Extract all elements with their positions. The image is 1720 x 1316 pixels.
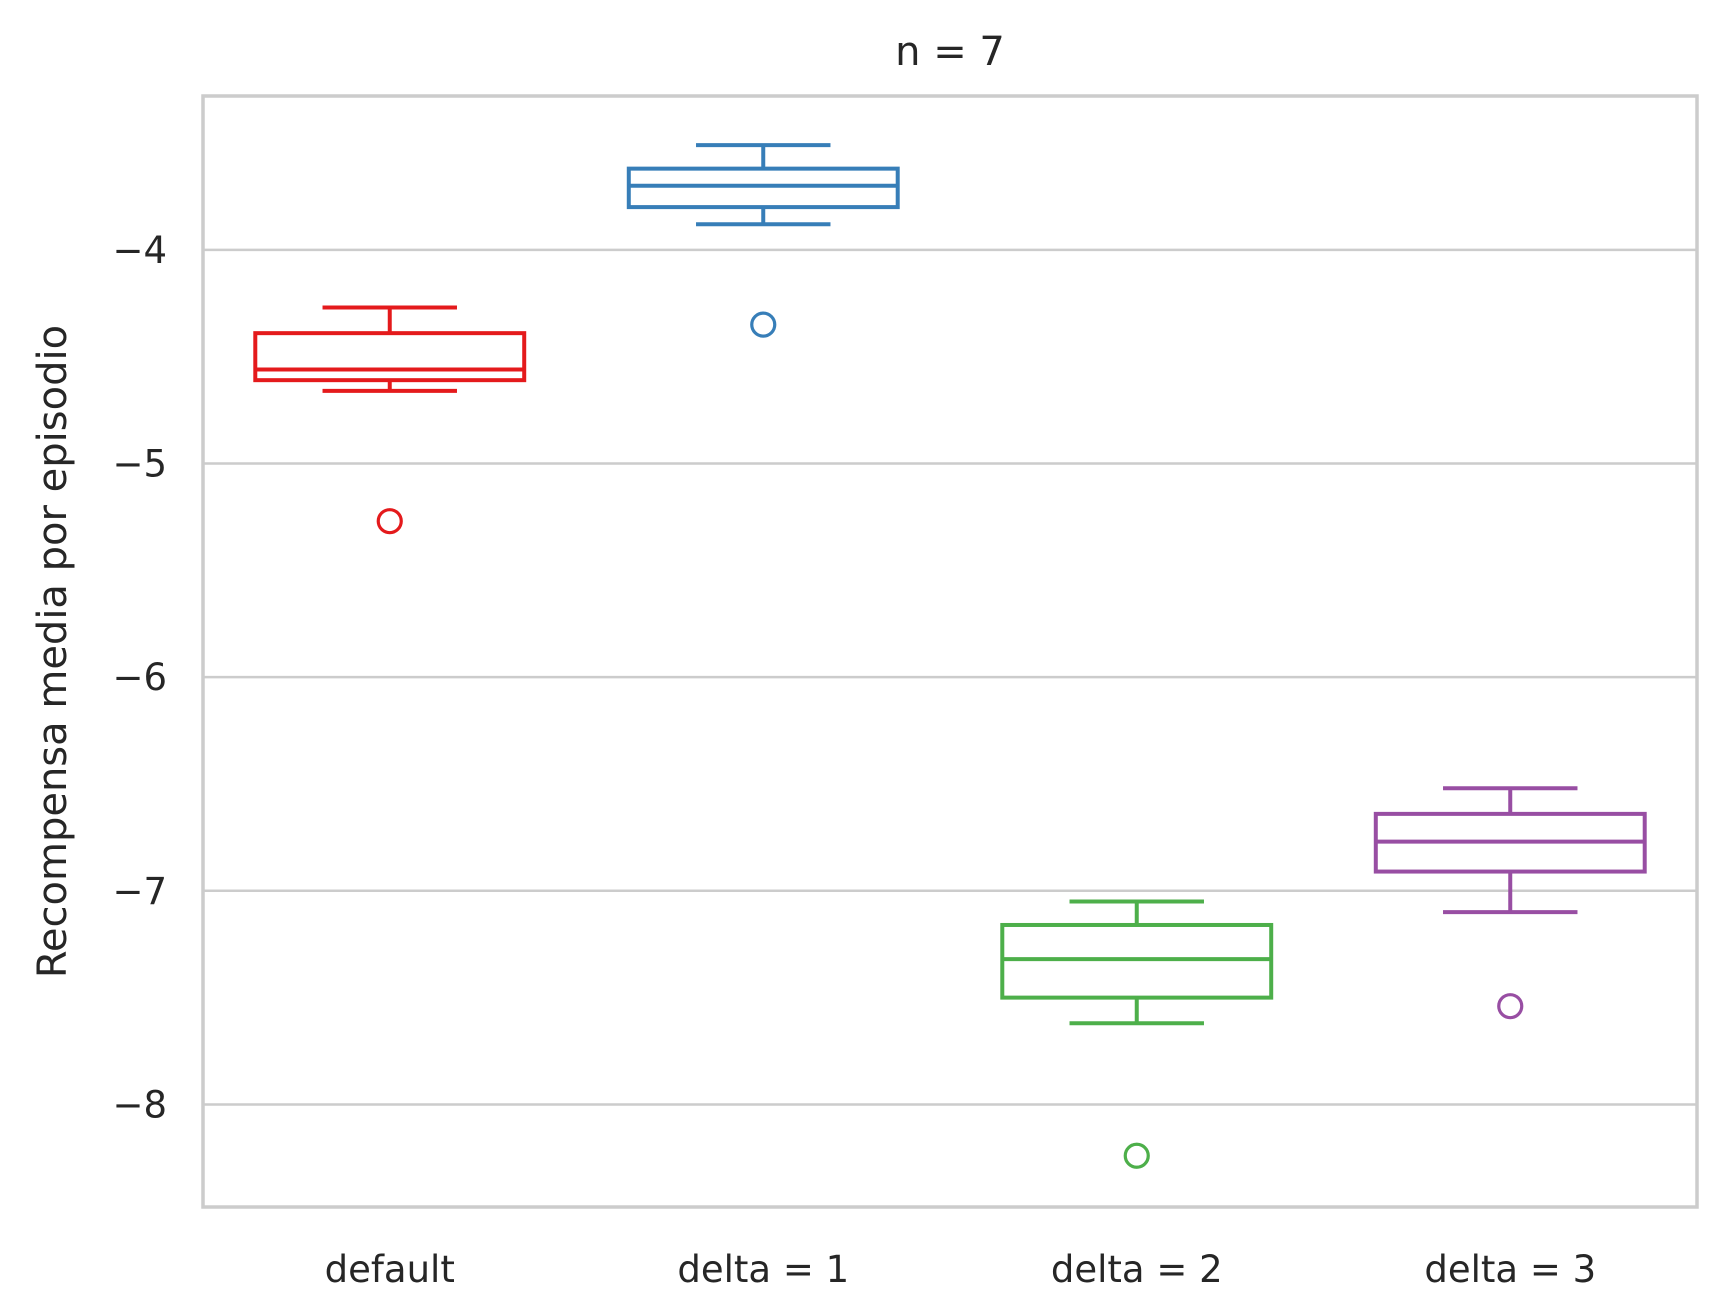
y-tick-label: −8 (112, 1083, 167, 1126)
x-tick-labels: default delta = 1 delta = 2 delta = 3 (325, 1248, 1596, 1291)
y-tick-label: −5 (112, 442, 167, 485)
y-axis-label: Recompensa media por episodio (30, 325, 76, 978)
outlier-point (376, 508, 403, 535)
box-group (1373, 786, 1647, 1020)
boxes (253, 143, 1647, 1169)
box-group (1000, 899, 1274, 1169)
y-tick-labels: −8 −7 −6 −5 −4 (112, 229, 167, 1127)
box-group (626, 143, 900, 338)
y-tick-label: −4 (112, 229, 167, 272)
x-tick-label: default (325, 1248, 455, 1291)
chart-title: n = 7 (895, 29, 1005, 75)
x-tick-label: delta = 1 (677, 1248, 849, 1291)
box-iqr (626, 166, 900, 210)
outlier-point (1497, 993, 1524, 1020)
box-iqr (1000, 922, 1274, 1000)
outlier-point (1123, 1142, 1150, 1169)
y-tick-label: −7 (112, 870, 167, 913)
x-tick-label: delta = 3 (1424, 1248, 1596, 1291)
grid-lines (203, 248, 1697, 1106)
y-tick-label: −6 (112, 656, 167, 699)
box-iqr (253, 331, 527, 383)
box-group (253, 305, 527, 535)
x-tick-label: delta = 2 (1051, 1248, 1223, 1291)
outlier-point (750, 311, 777, 338)
plot-frame (201, 94, 1699, 1209)
